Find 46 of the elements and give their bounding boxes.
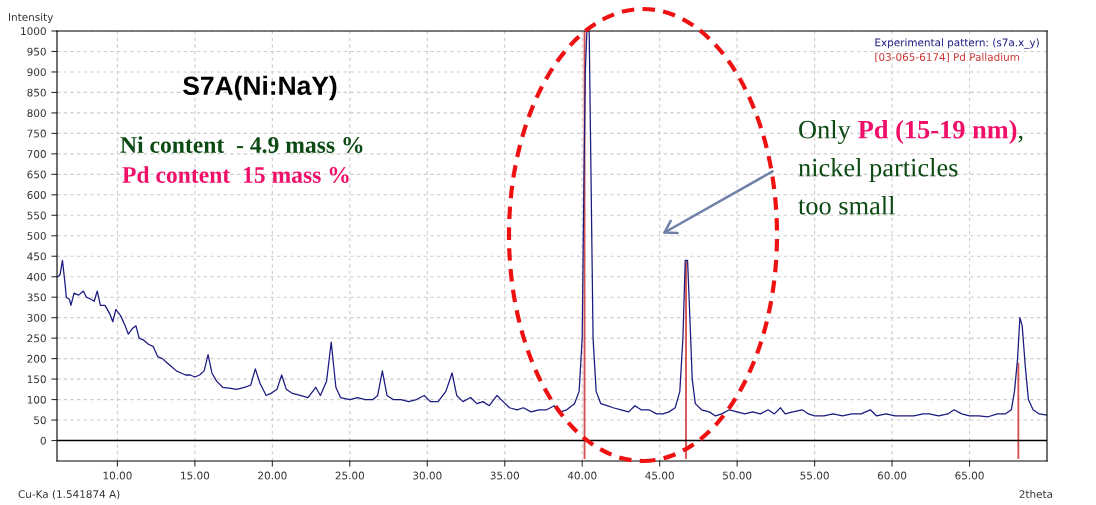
y-tick-label: 550 <box>27 211 46 220</box>
y-tick-label: 300 <box>27 313 46 322</box>
x-tick-label: 65.00 <box>955 471 984 480</box>
y-tick-label: 800 <box>27 109 46 118</box>
x-axis-title: 2theta <box>1019 489 1053 499</box>
annotation: Only <box>799 120 851 144</box>
x-tick-label: 45.00 <box>645 471 674 480</box>
y-tick-label: 150 <box>27 375 46 384</box>
text: [03-065-6174] Pd Palladium <box>875 52 1019 63</box>
y-tick-label: 450 <box>27 252 46 261</box>
y-tick-label: 600 <box>27 191 46 199</box>
text: Experimental pattern: (s7a.x_y) <box>875 38 1039 49</box>
y-tick-label: 50 <box>34 416 46 425</box>
y-tick-label: 700 <box>27 150 46 158</box>
y-tick-label: 1000 <box>21 27 46 36</box>
y-tick-label: 900 <box>27 68 46 77</box>
y-tick-label: 750 <box>27 129 46 138</box>
y-tick-label: 0 <box>40 436 46 445</box>
text: Cu-Ka (1.541874 A) <box>18 489 120 500</box>
x-tick-label: 40.00 <box>567 471 597 480</box>
y-tick-label: 650 <box>27 170 46 179</box>
annotation: Pd (15-19 nm) <box>858 120 1017 144</box>
x-tick-label: 30.00 <box>413 471 442 480</box>
x-tick-label: 10.00 <box>103 471 132 480</box>
y-tick-label: 500 <box>27 231 46 240</box>
y-axis-title: Intensity <box>9 12 54 24</box>
y-tick-label: 400 <box>27 272 46 281</box>
x-tick-label: 15.00 <box>181 471 210 480</box>
x-tick-label: 50.00 <box>723 471 752 480</box>
x-tick-label: 20.00 <box>258 471 287 480</box>
annotation: nickel particles <box>798 158 958 182</box>
y-tick-label: 250 <box>27 334 46 343</box>
annotation: Ni content - 4.9 mass % <box>120 136 363 154</box>
annotation: S7A(Ni:NaY) <box>183 75 337 101</box>
x-tick-label: 60.00 <box>877 471 907 480</box>
annotation: , <box>1018 135 1023 143</box>
x-tick-label: 35.00 <box>490 471 519 480</box>
annotation: Pd content 15 mass % <box>122 166 349 183</box>
y-tick-label: 850 <box>27 88 46 97</box>
y-tick-label: 100 <box>27 395 46 404</box>
y-tick-label: 200 <box>27 354 46 363</box>
x-tick-label: 55.00 <box>800 471 829 480</box>
y-tick-label: 350 <box>27 293 46 302</box>
y-tick-label: 950 <box>27 47 46 56</box>
x-tick-label: 25.00 <box>335 471 365 480</box>
annotation: too small <box>798 196 895 215</box>
